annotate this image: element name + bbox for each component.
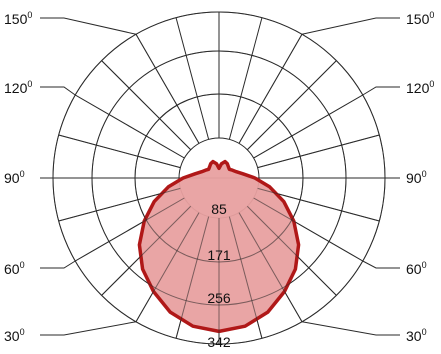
angle-label-right: 1500: [406, 10, 434, 27]
series-layer: [52, 11, 386, 345]
leader-line: [362, 86, 400, 96]
grid-spoke-overlay: [228, 216, 263, 339]
angle-label-right: 600: [406, 260, 427, 277]
grid-spoke-overlay: [101, 205, 192, 296]
angle-label-left: 300: [4, 327, 25, 344]
grid-spoke-overlay: [257, 134, 380, 169]
grid-spoke-overlay: [246, 60, 337, 151]
angle-label-left: 1200: [4, 79, 32, 96]
grid-spoke-overlay: [257, 187, 380, 222]
grid-spoke-overlay: [253, 197, 364, 262]
grid-spoke-overlay: [58, 134, 181, 169]
leader-line: [40, 86, 76, 96]
grid-spoke-overlay: [175, 216, 210, 339]
leader-line: [40, 260, 76, 269]
leader-line: [40, 321, 137, 336]
grid-spoke-overlay: [135, 212, 200, 323]
leader-line: [362, 260, 400, 269]
angle-label-right: 300: [406, 327, 427, 344]
angle-label-left: 1500: [4, 10, 32, 27]
grid-spoke: [228, 17, 263, 140]
grid-spoke-overlay: [74, 197, 185, 262]
grid-spoke-overlay: [135, 33, 200, 144]
angle-label-left: 900: [4, 169, 25, 186]
grid-spoke-overlay: [246, 205, 337, 296]
leader-line: [301, 17, 400, 35]
grid-spoke-overlay: [238, 33, 303, 144]
leader-line: [301, 321, 400, 336]
grid-spoke-overlay: [101, 60, 192, 151]
radial-tick-label: 171: [207, 247, 231, 263]
radial-tick-label: 342: [207, 334, 231, 350]
angle-label-right: 1200: [406, 79, 434, 96]
grid-spoke: [175, 17, 210, 140]
grid-spoke-overlay: [58, 187, 181, 222]
grid-spoke-overlay: [253, 94, 364, 159]
label-layer: 85 171 256 342 1500 1200 900 600 300 1500 1200 900 6…: [4, 10, 434, 350]
radial-tick-label: 85: [211, 201, 227, 217]
angle-label-right: 900: [406, 169, 427, 186]
grid-spoke-overlay: [74, 94, 185, 159]
radial-tick-label: 256: [207, 290, 231, 306]
grid-spoke-overlay: [238, 212, 303, 323]
angle-label-left: 600: [4, 260, 25, 277]
leader-line: [40, 17, 137, 35]
